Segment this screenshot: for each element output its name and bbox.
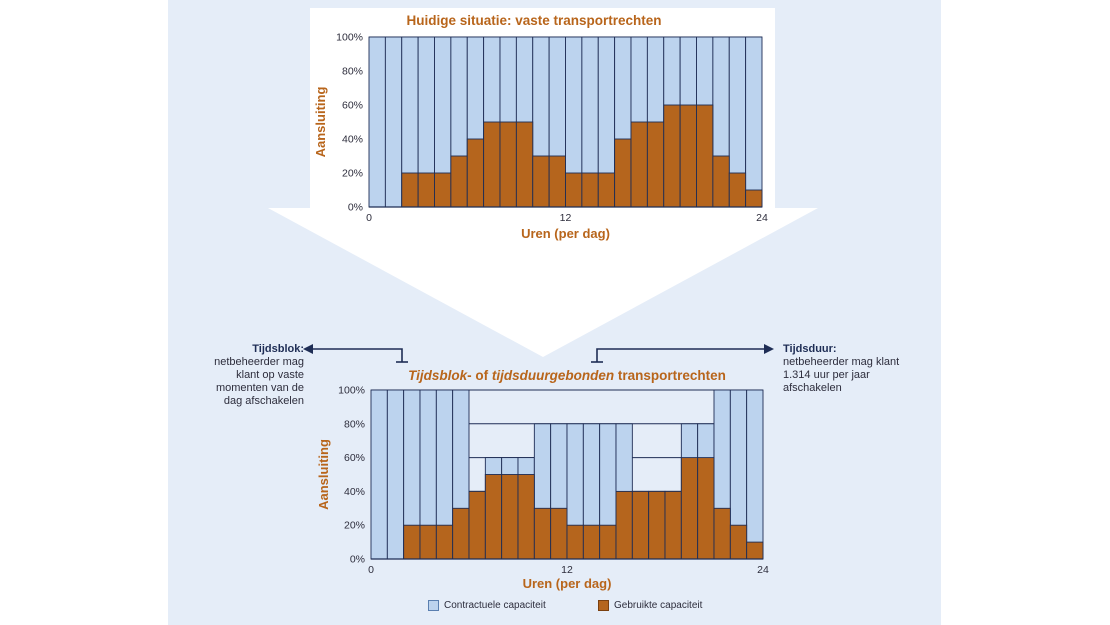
bar-used [582, 524, 601, 560]
bar-used [515, 121, 534, 208]
bar-contract [746, 389, 764, 560]
y-tick-label: 40% [344, 486, 365, 498]
y-axis-label: Aansluiting [316, 439, 331, 510]
bar-used [729, 524, 748, 560]
chart-title-part: tijdsduurgebonden [492, 368, 614, 383]
chart-title-part: transportrechten [614, 368, 726, 383]
bar-used [532, 155, 550, 208]
right-bracket [591, 348, 766, 363]
bar-contract [368, 36, 386, 208]
y-tick-label: 80% [344, 418, 365, 430]
bar-used [664, 490, 682, 560]
bar-used [417, 172, 435, 208]
y-tick-label: 20% [342, 168, 363, 180]
y-tick-label: 100% [336, 32, 363, 44]
y-tick-label: 40% [342, 134, 363, 146]
bar-used [646, 121, 665, 208]
bar-used [728, 172, 747, 208]
note-time-block: Tijdsblok: netbeheerder mag klant op vas… [196, 343, 304, 408]
bar-contract [384, 36, 403, 208]
x-tick-label: 24 [757, 564, 769, 576]
bar-used [597, 172, 616, 208]
bar-used [403, 524, 421, 560]
y-tick-label: 60% [344, 452, 365, 464]
bar-used [581, 172, 599, 208]
chart-fixed-rights: 0% 20% 40% 60% 80% 100% 0 12 24 Uren (per dag) Aan… [313, 13, 768, 241]
y-tick-label: 0% [348, 202, 363, 214]
x-tick-label: 12 [560, 212, 572, 224]
bar-used [599, 524, 617, 560]
bar-used [663, 104, 681, 208]
bar-used [696, 104, 714, 208]
left-arrowhead-icon [303, 344, 313, 354]
legend-swatch-contract [428, 600, 439, 611]
bar-used [548, 155, 566, 208]
y-tick-label: 20% [344, 520, 365, 532]
x-tick-label: 0 [368, 564, 374, 576]
bottom-title-plate [382, 362, 750, 382]
bar-used [419, 524, 437, 560]
bar-used [468, 490, 486, 560]
bar-used [630, 121, 648, 208]
legend-item-used: Gebruikte capaciteit [598, 600, 702, 611]
bar-used [680, 457, 699, 560]
x-tick-label: 0 [366, 212, 372, 224]
bar-used [517, 474, 535, 560]
legend-label-contract: Contractuele capaciteit [444, 600, 546, 611]
bar-used [483, 121, 501, 208]
bar-contract [386, 389, 405, 560]
bar-used [648, 490, 666, 560]
chart-title: Tijdsblok- of tijdsduurgebonden transpor… [408, 368, 726, 383]
bar-used [566, 524, 584, 560]
y-tick-label: 80% [342, 66, 363, 78]
note-time-block-body: netbeheerder mag klant op vaste momenten… [214, 356, 304, 407]
bar-used [712, 155, 730, 208]
bar-used [631, 490, 650, 560]
y-tick-label: 100% [338, 385, 365, 397]
bar-used [679, 104, 697, 208]
bar-used [499, 121, 517, 208]
bar-used [501, 474, 519, 560]
chart-block-duration-rights: 0% 20% 40% 60% 80% 100% 0 12 24 Uren (per dag) Aan… [316, 368, 769, 591]
bar-used [614, 138, 632, 208]
x-axis-label: Uren (per dag) [523, 576, 612, 591]
chart-title: Huidige situatie: vaste transportrechten [406, 13, 661, 28]
note-time-duration: Tijdsduur: netbeheerder mag klant 1.314 … [783, 343, 901, 395]
note-time-duration-body: netbeheerder mag klant 1.314 uur per jaa… [783, 356, 900, 394]
bar-contract [370, 389, 388, 560]
left-bracket [310, 348, 408, 363]
bar-used [450, 155, 468, 208]
bar-used [550, 507, 568, 560]
bar-used [533, 507, 552, 560]
bar-used [401, 172, 419, 208]
bar-used [452, 507, 470, 560]
bar-used [434, 172, 452, 208]
bar-used [615, 490, 633, 560]
bar-used [466, 138, 485, 208]
x-tick-label: 12 [561, 564, 573, 576]
x-tick-label: 24 [756, 212, 768, 224]
x-axis-label: Uren (per dag) [521, 226, 610, 241]
right-arrowhead-icon [764, 344, 774, 354]
y-tick-label: 0% [350, 554, 365, 566]
note-time-duration-heading: Tijdsduur: [783, 343, 837, 355]
legend-swatch-used [598, 600, 609, 611]
bar-used [713, 507, 731, 560]
y-tick-label: 60% [342, 100, 363, 112]
y-axis-label: Aansluiting [313, 87, 328, 158]
bar-used [435, 524, 454, 560]
bar-used [484, 474, 503, 560]
bar-used [746, 541, 764, 560]
chart-title-part: Tijdsblok [408, 368, 469, 383]
legend-item-contract: Contractuele capaciteit [428, 600, 546, 611]
bar-used [697, 457, 715, 560]
bar-used [745, 189, 763, 208]
note-time-block-heading: Tijdsblok: [252, 343, 304, 355]
bar-contract [745, 36, 763, 208]
bar-used [565, 172, 583, 208]
legend-label-used: Gebruikte capaciteit [614, 600, 703, 611]
chart-title-part: - of [467, 368, 492, 383]
